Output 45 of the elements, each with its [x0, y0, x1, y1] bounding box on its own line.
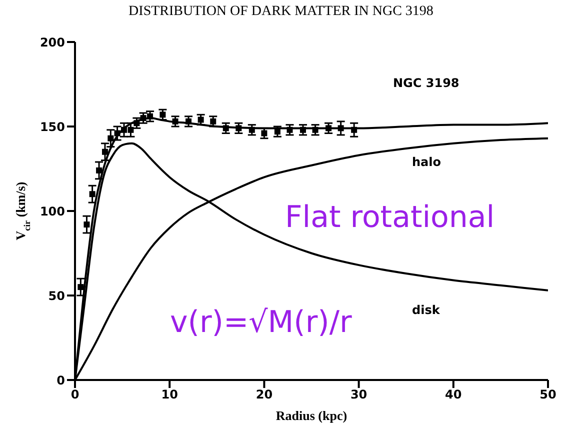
point	[261, 130, 268, 136]
point	[236, 125, 242, 132]
x-tick-label: 40	[445, 388, 462, 402]
annotation: NGC 3198	[393, 76, 460, 90]
y-tick-label: 150	[40, 120, 65, 134]
point	[210, 118, 216, 124]
point	[128, 126, 134, 133]
point	[140, 115, 146, 122]
y-tick-label: 0	[56, 373, 65, 388]
x-tick-label: 50	[540, 388, 556, 402]
chart-title: DISTRIBUTION OF DARK MATTER IN NGC 3198	[128, 4, 434, 20]
point	[338, 125, 344, 132]
y-tick-label: 200	[40, 35, 65, 50]
point	[96, 167, 102, 174]
point	[89, 191, 96, 198]
point	[121, 126, 128, 133]
point	[222, 125, 229, 132]
annotation: halo	[412, 155, 441, 169]
point	[300, 126, 306, 133]
annotation: Flat rotational	[285, 200, 495, 235]
point	[160, 112, 166, 118]
y-tick-label: 50	[48, 288, 65, 303]
point	[186, 118, 192, 124]
annotation: disk	[412, 303, 440, 317]
point	[78, 284, 84, 290]
point	[274, 128, 280, 135]
point	[326, 125, 332, 132]
point	[351, 126, 358, 133]
point	[134, 120, 140, 126]
x-tick-label: 10	[161, 388, 178, 402]
point	[84, 222, 90, 228]
x-tick-label: 0	[70, 388, 80, 402]
point	[312, 126, 318, 133]
annotation: v(r)=√M(r)/r	[170, 305, 352, 340]
x-axis-title: Radius (kpc)	[276, 408, 348, 423]
point	[102, 148, 108, 155]
point	[114, 130, 120, 136]
point	[198, 116, 204, 123]
y-tick-label: 100	[40, 204, 65, 218]
point	[286, 126, 293, 133]
point	[172, 118, 178, 124]
x-tick-label: 20	[256, 388, 273, 402]
point	[248, 126, 255, 133]
point	[108, 135, 114, 142]
x-tick-label: 30	[350, 388, 368, 402]
